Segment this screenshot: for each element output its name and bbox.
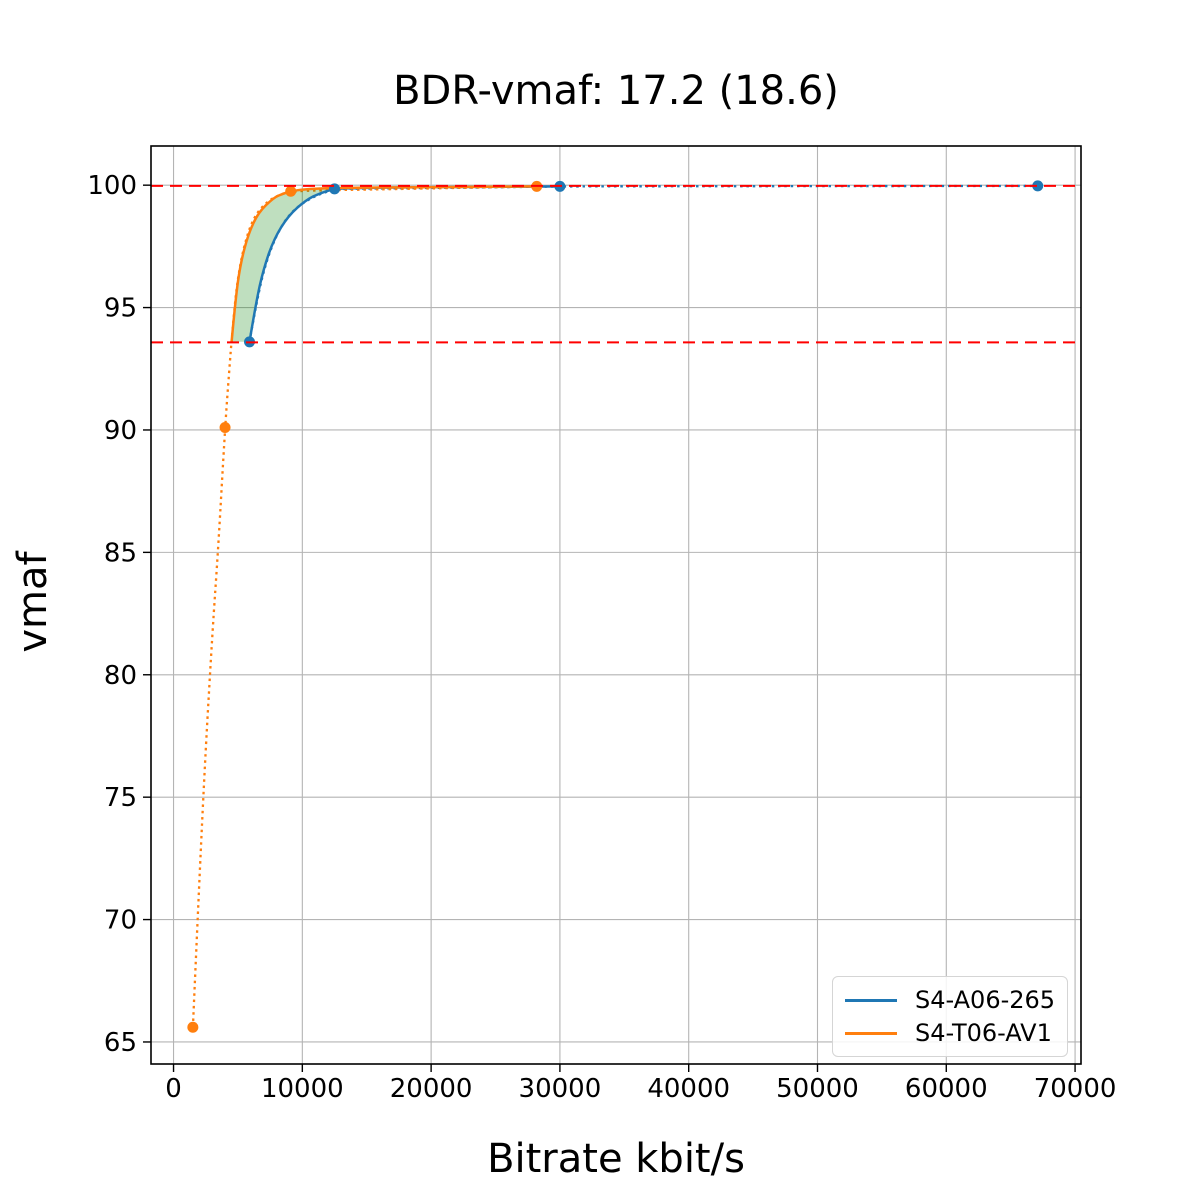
y-tick-label: 65: [104, 1028, 137, 1058]
data-point-s4-t06-av1: [219, 422, 231, 434]
x-tick-label: 20000: [390, 1074, 473, 1104]
y-tick-label: 90: [104, 416, 137, 446]
bd-fill-region: [231, 188, 344, 342]
legend-item-s4-a06-265: S4-A06-265: [845, 986, 1055, 1014]
legend-label: S4-A06-265: [915, 986, 1056, 1014]
series-s4-a06-265-solid-line: [248, 185, 562, 344]
y-axis-label: vmaf: [10, 551, 56, 653]
series-s4-t06-av1-dotted-line: [191, 185, 537, 1028]
x-tick-label: 40000: [647, 1074, 730, 1104]
y-tick-label: 75: [104, 783, 137, 813]
plot-border: [150, 145, 1082, 1065]
x-tick-label: 60000: [905, 1074, 988, 1104]
legend-item-s4-t06-av1: S4-T06-AV1: [845, 1019, 1055, 1047]
x-tick-label: 10000: [261, 1074, 344, 1104]
y-tick-label: 95: [104, 294, 137, 324]
x-tick-label: 70000: [1034, 1074, 1117, 1104]
chart-title: BDR-vmaf: 17.2 (18.6): [393, 68, 839, 114]
y-tick-label: 100: [87, 171, 137, 201]
legend-swatch-orange: [845, 1031, 897, 1035]
x-tick-label: 30000: [519, 1074, 602, 1104]
legend-label: S4-T06-AV1: [915, 1019, 1052, 1047]
data-point-s4-t06-av1: [187, 1021, 199, 1033]
x-axis-label: Bitrate kbit/s: [487, 1136, 745, 1182]
y-tick-label: 80: [104, 661, 137, 691]
legend-swatch-blue: [845, 998, 897, 1002]
y-tick-label: 70: [104, 906, 137, 936]
legend: S4-A06-265 S4-T06-AV1: [832, 976, 1068, 1057]
x-tick-label: 0: [165, 1074, 182, 1104]
y-tick-label: 85: [104, 538, 137, 568]
series-s4-a06-265-dotted-line: [248, 184, 1038, 343]
data-point-s4-a06-265: [1032, 180, 1044, 192]
data-point-s4-t06-av1: [285, 185, 297, 197]
x-tick-label: 50000: [776, 1074, 859, 1104]
